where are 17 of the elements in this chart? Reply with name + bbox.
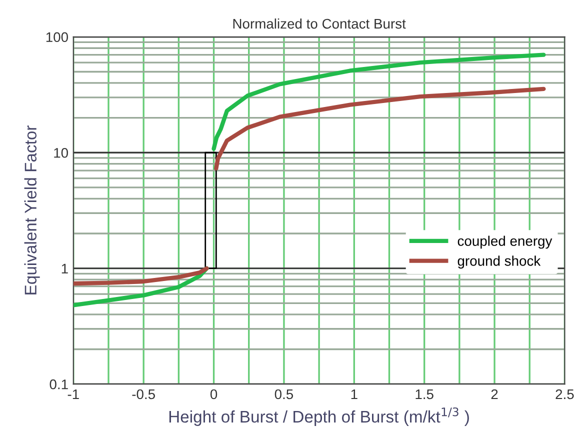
x-tick-label: 1 — [351, 389, 358, 400]
legend-label: coupled energy — [458, 236, 552, 249]
x-axis-title: Height of Burst / Depth of Burst (m/kt$^{1/3}$ ) — [169, 407, 469, 426]
x-tick-label: -0.5 — [132, 389, 155, 400]
y-tick-label: 1 — [62, 264, 68, 274]
y-tick-label: 10 — [54, 148, 68, 158]
chart-title: Normalized to Contact Burst — [233, 18, 406, 29]
x-tick-label: 2 — [491, 389, 498, 400]
y-axis-title: Equivalent Yield Factor — [24, 126, 40, 294]
x-tick-label: 0 — [210, 389, 218, 400]
legend-label: ground shock — [458, 256, 541, 269]
y-tick-label: 100 — [46, 32, 68, 42]
x-tick-label: 0.5 — [274, 389, 294, 400]
x-tick-label: 2.5 — [556, 389, 574, 400]
y-tick-label: 0.1 — [50, 379, 68, 390]
x-tick-label: 1.5 — [416, 389, 434, 400]
x-tick-label: -1 — [68, 389, 79, 400]
